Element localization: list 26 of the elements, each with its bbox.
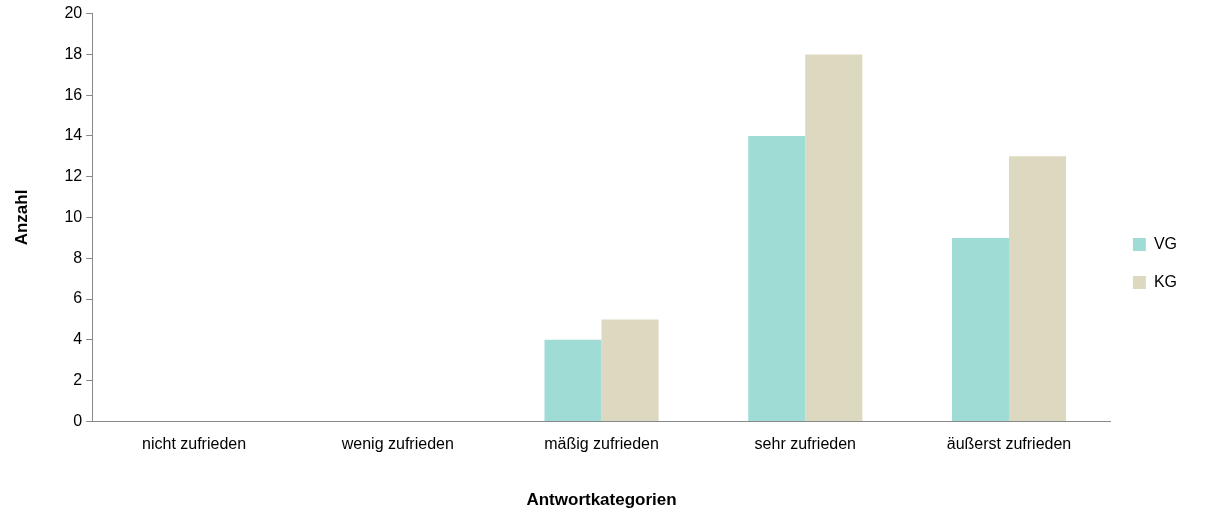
y-tick-label: 2	[73, 371, 83, 389]
y-tick-label: 4	[73, 330, 83, 348]
bar	[805, 54, 863, 421]
x-tick-label: wenig zufrieden	[340, 435, 454, 453]
y-tick-label: 8	[73, 248, 83, 266]
x-tick-label: nicht zufrieden	[142, 435, 247, 453]
x-tick-label: sehr zufrieden	[754, 435, 856, 453]
y-tick-label: 0	[73, 411, 83, 429]
y-axis-title: Anzahl	[11, 189, 31, 246]
x-tick-label: äußerst zufrieden	[946, 435, 1072, 453]
y-tick-label: 20	[64, 4, 83, 22]
y-tick-label: 10	[64, 207, 83, 225]
bar	[748, 135, 806, 421]
bar	[544, 339, 602, 421]
bar	[1009, 156, 1067, 421]
y-tick-label: 14	[64, 126, 83, 144]
legend-label: VG	[1153, 234, 1178, 252]
bar	[951, 237, 1010, 421]
x-axis-title: Antwortkategorien	[526, 490, 677, 510]
y-tick-label: 16	[64, 85, 83, 103]
y-tick-label: 6	[73, 289, 83, 307]
legend-label: KG	[1153, 272, 1178, 290]
bar	[601, 319, 659, 421]
y-tick-label: 12	[64, 167, 83, 185]
y-tick-label: 18	[64, 44, 83, 62]
x-tick-label: mäßig zufrieden	[544, 435, 659, 453]
